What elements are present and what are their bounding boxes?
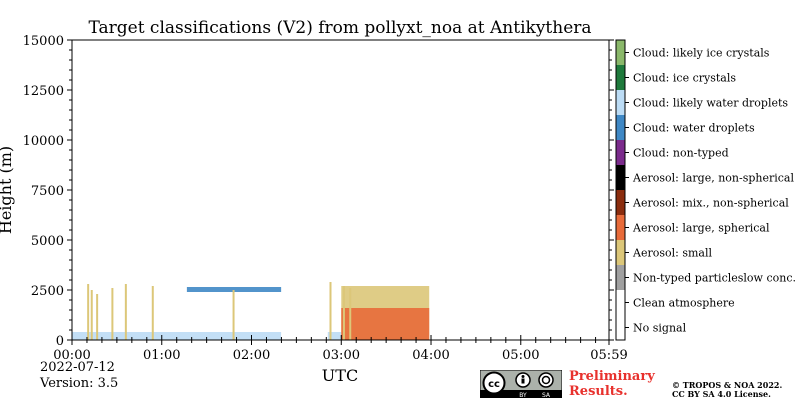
profile-9 xyxy=(349,288,352,340)
profile-3 xyxy=(111,288,114,340)
x-tick-label-3: 03:00 xyxy=(323,348,360,363)
x-tick-label-4: 04:00 xyxy=(412,348,449,363)
cc-by-sa-logo: cc BY SA xyxy=(480,370,562,398)
preliminary-line-1: Preliminary xyxy=(569,369,655,384)
x-tick-label-2: 02:00 xyxy=(233,348,270,363)
legend-label-1: Cloud: ice crystals xyxy=(633,72,736,85)
y-axis: 0 2500 5000 7500 10000 12500 15000 xyxy=(23,34,614,349)
legend-swatch-6 xyxy=(616,190,625,215)
legend-label-2: Cloud: likely water droplets xyxy=(633,97,788,110)
profile-0 xyxy=(87,284,90,340)
y-tick-label-4: 10000 xyxy=(23,134,64,149)
measurement-date: 2022-07-12 xyxy=(40,360,115,375)
x-tick-label-6: 05:59 xyxy=(590,348,627,363)
x-axis: 00:00 01:00 02:00 03:00 04:00 05:00 05:59 xyxy=(53,335,628,363)
plot-data xyxy=(72,282,430,340)
preliminary-line-2: Results. xyxy=(569,384,628,399)
legend-swatch-0 xyxy=(616,40,625,65)
x-tick-label-1: 01:00 xyxy=(143,348,180,363)
cc-badge-by: BY xyxy=(519,392,527,398)
class-region-2 xyxy=(186,287,282,292)
class-region-0 xyxy=(72,332,282,340)
profile-2 xyxy=(96,294,99,340)
legend-swatch-10 xyxy=(616,290,625,315)
legend-swatch-2 xyxy=(616,90,625,115)
legend-label-9: Non-typed particleslow conc. xyxy=(633,272,796,285)
profile-4 xyxy=(124,284,127,340)
legend-label-11: No signal xyxy=(633,322,687,335)
legend-swatch-5 xyxy=(616,165,625,190)
legend-label-8: Aerosol: small xyxy=(632,247,712,260)
profile-5 xyxy=(151,286,154,340)
version-label: Version: 3.5 xyxy=(40,376,119,391)
legend-label-10: Clean atmosphere xyxy=(633,297,735,310)
legend-label-0: Cloud: likely ice crystals xyxy=(633,47,770,60)
class-region-4 xyxy=(341,308,430,340)
legend-label-6: Aerosol: mix., non-spherical xyxy=(632,197,789,210)
legend-swatch-4 xyxy=(616,140,625,165)
copyright-note: © TROPOS & NOA 2022. CC BY SA 4.0 Licens… xyxy=(672,381,782,399)
legend-swatch-9 xyxy=(616,265,625,290)
y-tick-label-3: 7500 xyxy=(31,184,64,199)
profile-7 xyxy=(329,282,332,340)
preliminary-note: Preliminary Results. xyxy=(569,369,655,399)
legend-label-7: Aerosol: large, spherical xyxy=(632,222,770,235)
legend-colorbar: Cloud: likely ice crystals Cloud: ice cry… xyxy=(615,39,796,341)
profile-1 xyxy=(90,290,93,340)
legend-swatch-8 xyxy=(616,240,625,265)
legend-label-4: Cloud: non-typed xyxy=(633,147,729,160)
copyright-line-2: CC BY SA 4.0 License. xyxy=(672,389,771,399)
y-tick-label-5: 12500 xyxy=(23,84,64,99)
y-tick-label-2: 5000 xyxy=(31,234,64,249)
legend-frame xyxy=(615,39,626,341)
y-tick-label-0: 0 xyxy=(56,334,64,349)
legend-label-3: Cloud: water droplets xyxy=(633,122,755,135)
x-axis-label: UTC xyxy=(322,366,358,385)
y-axis-label: Height (m) xyxy=(0,146,15,234)
legend-swatch-11 xyxy=(616,315,625,340)
legend-swatch-7 xyxy=(616,215,625,240)
x-tick-label-5: 05:00 xyxy=(502,348,539,363)
profile-6 xyxy=(232,290,235,340)
copyright-line-1: © TROPOS & NOA 2022. xyxy=(672,380,783,390)
legend-label-5: Aerosol: large, non-spherical xyxy=(632,172,794,185)
chart-title: Target classifications (V2) from pollyxt… xyxy=(88,18,591,38)
legend-swatch-1 xyxy=(616,65,625,90)
x-tick-label-0: 00:00 xyxy=(53,348,90,363)
y-tick-label-6: 15000 xyxy=(23,34,64,49)
cc-badge-sa: SA xyxy=(542,392,551,398)
legend-swatch-3 xyxy=(616,115,625,140)
profile-8 xyxy=(342,286,345,340)
svg-text:cc: cc xyxy=(488,379,500,390)
y-tick-label-1: 2500 xyxy=(31,284,64,299)
